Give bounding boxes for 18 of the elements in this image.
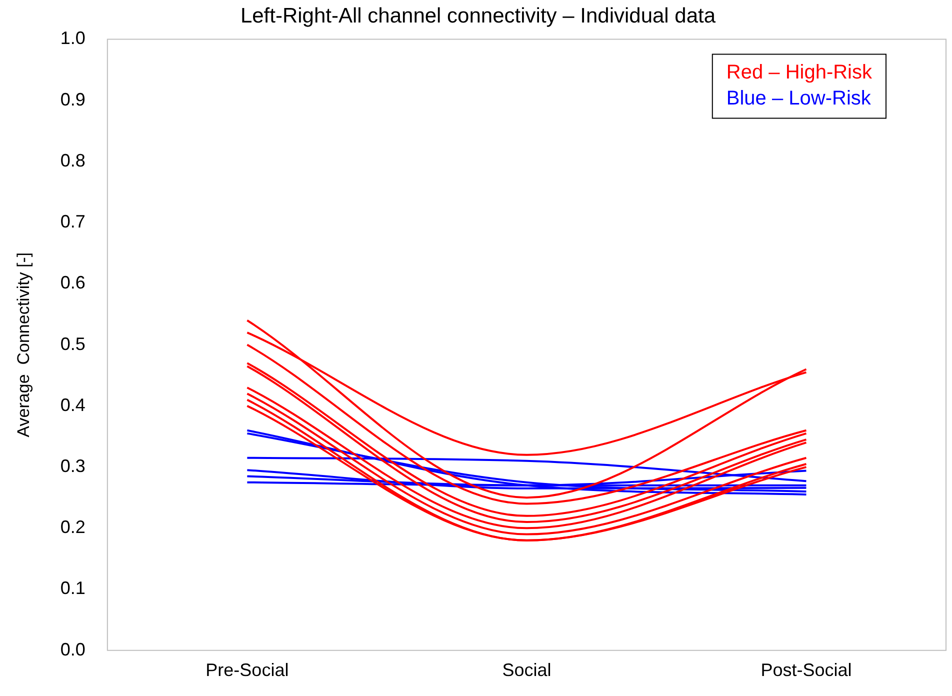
y-tick-label: 0.5 [60,334,86,354]
y-tick-label: 0.0 [60,639,86,660]
y-tick-label: 0.1 [60,578,86,598]
x-tick-label: Social [502,660,552,680]
text: Red – High-Risk [726,62,873,84]
y-tick-label: 0.3 [60,456,86,476]
x-tick-label: Pre-Social [206,660,289,680]
y-tick-label: 0.2 [60,517,86,538]
y-tick-label: 1.0 [60,28,86,48]
chart-title: Left-Right-All channel connectivity – Individual data [240,4,716,28]
y-tick-label: 0.7 [60,212,86,232]
y-tick-label: 0.9 [60,89,86,110]
y-tick-label: 0.6 [60,272,86,293]
y-axis-title: Average Connectivity [-] [14,252,33,438]
text: Blue – Low-Risk [726,88,872,110]
y-tick-label: 0.4 [60,394,86,415]
y-tick-label: 0.8 [60,150,86,170]
x-tick-label: Post-Social [760,660,852,680]
